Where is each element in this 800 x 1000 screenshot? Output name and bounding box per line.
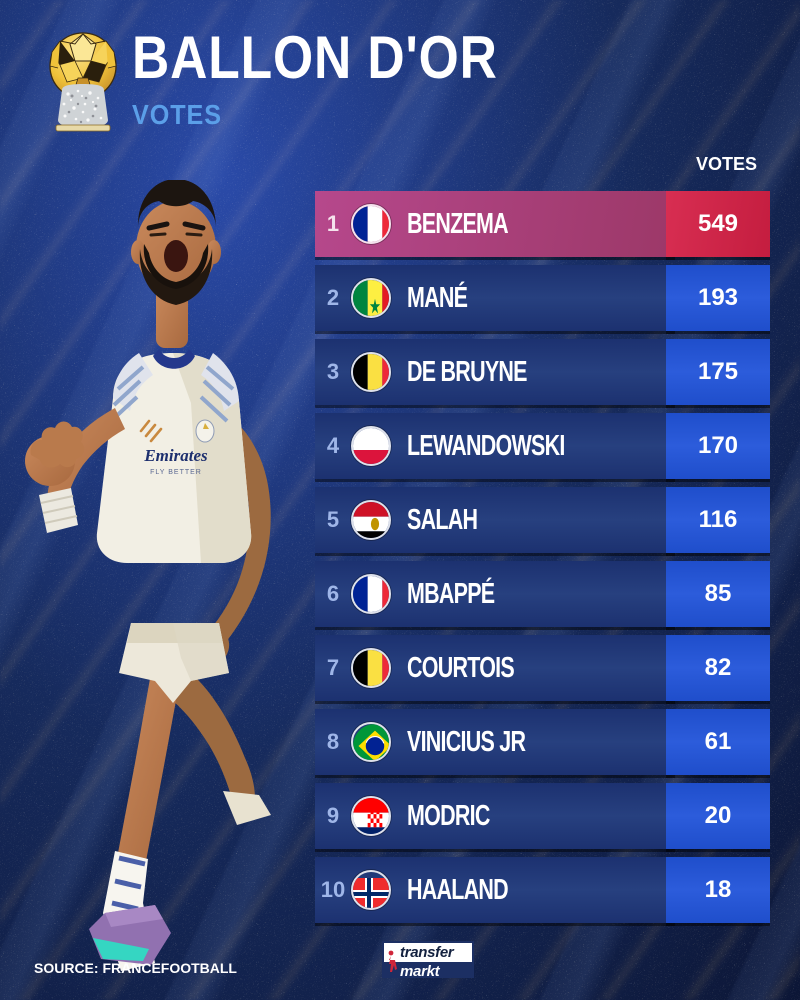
- svg-text:FLY BETTER: FLY BETTER: [150, 469, 202, 476]
- svg-text:Emirates: Emirates: [143, 446, 208, 465]
